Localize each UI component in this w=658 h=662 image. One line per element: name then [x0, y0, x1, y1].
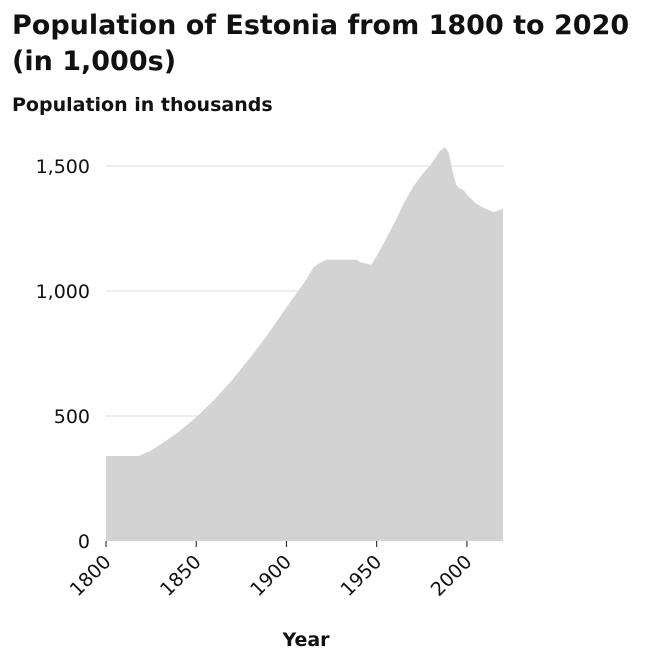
x-axis-ticks: 1800 1850 1900 1950 2000	[66, 541, 477, 601]
y-axis-label: Population in thousands	[12, 94, 273, 116]
y-tick-label: 1,000	[36, 281, 90, 303]
area-series	[106, 147, 503, 542]
y-tick-label: 0	[78, 531, 90, 553]
population-area	[106, 147, 503, 542]
y-tick-label: 500	[54, 406, 90, 428]
y-axis-ticks: 0 500 1,000 1,500	[36, 156, 90, 553]
x-tick-label: 1900	[246, 551, 296, 601]
chart-title: Population of Estonia from 1800 to 2020 …	[12, 10, 630, 77]
y-tick-label: 1,500	[36, 156, 90, 178]
x-tick-label: 1950	[336, 551, 386, 601]
x-axis-label: Year	[281, 629, 330, 651]
x-tick-label: 1850	[156, 551, 206, 601]
x-tick-label: 1800	[66, 551, 116, 601]
x-tick-label: 2000	[427, 551, 477, 601]
